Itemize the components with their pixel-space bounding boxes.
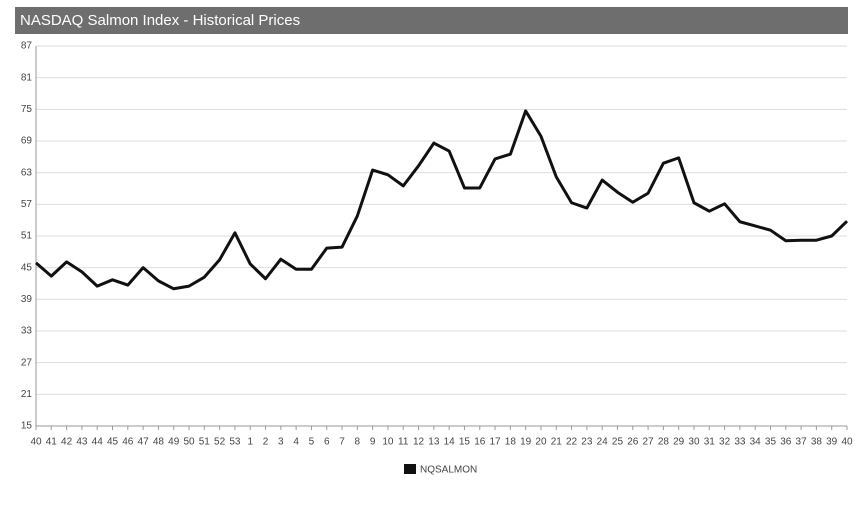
x-tick-label: 27	[643, 437, 655, 448]
x-tick-label: 18	[505, 437, 517, 448]
x-tick-label: 30	[688, 437, 700, 448]
x-tick-label: 49	[168, 437, 180, 448]
x-tick-label: 52	[214, 437, 226, 448]
legend-label: NQSALMON	[420, 465, 477, 476]
x-tick-label: 7	[339, 437, 345, 448]
x-tick-label: 3	[278, 437, 284, 448]
x-tick-label: 34	[750, 437, 762, 448]
x-tick-label: 9	[370, 437, 376, 448]
title-bar	[15, 7, 848, 34]
x-tick-label: 28	[658, 437, 670, 448]
y-tick-label: 15	[21, 421, 33, 432]
y-tick-label: 39	[21, 294, 33, 305]
x-tick-label: 46	[122, 437, 134, 448]
y-tick-label: 57	[21, 199, 33, 210]
x-tick-label: 50	[183, 437, 195, 448]
x-tick-label: 42	[61, 437, 73, 448]
x-tick-label: 24	[597, 437, 609, 448]
x-tick-label: 36	[780, 437, 792, 448]
y-tick-label: 45	[21, 262, 33, 273]
x-tick-label: 17	[489, 437, 501, 448]
x-tick-label: 20	[535, 437, 547, 448]
x-tick-label: 5	[309, 437, 315, 448]
legend-swatch	[404, 464, 416, 474]
x-tick-label: 15	[459, 437, 471, 448]
x-tick-label: 41	[46, 437, 58, 448]
x-tick-label: 39	[826, 437, 838, 448]
x-tick-label: 35	[765, 437, 777, 448]
x-tick-label: 25	[612, 437, 624, 448]
x-tick-label: 31	[704, 437, 716, 448]
x-tick-label: 44	[92, 437, 104, 448]
x-tick-label: 53	[229, 437, 241, 448]
x-tick-label: 23	[581, 437, 593, 448]
y-tick-label: 81	[21, 72, 33, 83]
series-line	[35, 109, 849, 291]
x-tick-label: 38	[811, 437, 823, 448]
x-tick-label: 14	[444, 437, 456, 448]
x-tick-label: 12	[413, 437, 425, 448]
x-tick-label: 19	[520, 437, 532, 448]
x-tick-label: 43	[76, 437, 88, 448]
x-tick-label: 4	[293, 437, 299, 448]
y-tick-label: 33	[21, 326, 33, 337]
x-tick-label: 21	[551, 437, 563, 448]
x-tick-label: 1	[247, 437, 253, 448]
x-tick-label: 16	[474, 437, 486, 448]
y-tick-label: 69	[21, 136, 33, 147]
x-tick-label: 48	[153, 437, 165, 448]
y-tick-label: 21	[21, 389, 33, 400]
x-tick-label: 6	[324, 437, 330, 448]
x-tick-label: 11	[398, 437, 409, 448]
x-tick-label: 40	[30, 437, 42, 448]
x-tick-label: 13	[428, 437, 440, 448]
x-tick-label: 22	[566, 437, 578, 448]
x-tick-label: 29	[673, 437, 685, 448]
y-tick-label: 75	[21, 104, 33, 115]
y-tick-label: 51	[21, 231, 33, 242]
x-tick-label: 8	[355, 437, 361, 448]
y-tick-label: 87	[21, 41, 33, 52]
x-tick-label: 33	[734, 437, 746, 448]
x-tick-label: 37	[796, 437, 808, 448]
x-tick-label: 10	[382, 437, 394, 448]
chart-title: NASDAQ Salmon Index - Historical Prices	[20, 12, 300, 29]
x-tick-label: 47	[138, 437, 150, 448]
x-tick-label: 26	[627, 437, 639, 448]
x-tick-label: 40	[841, 437, 853, 448]
y-tick-label: 63	[21, 167, 33, 178]
x-tick-label: 51	[199, 437, 211, 448]
x-tick-label: 2	[263, 437, 269, 448]
x-tick-label: 45	[107, 437, 119, 448]
x-tick-label: 32	[719, 437, 731, 448]
y-tick-label: 27	[21, 357, 33, 368]
